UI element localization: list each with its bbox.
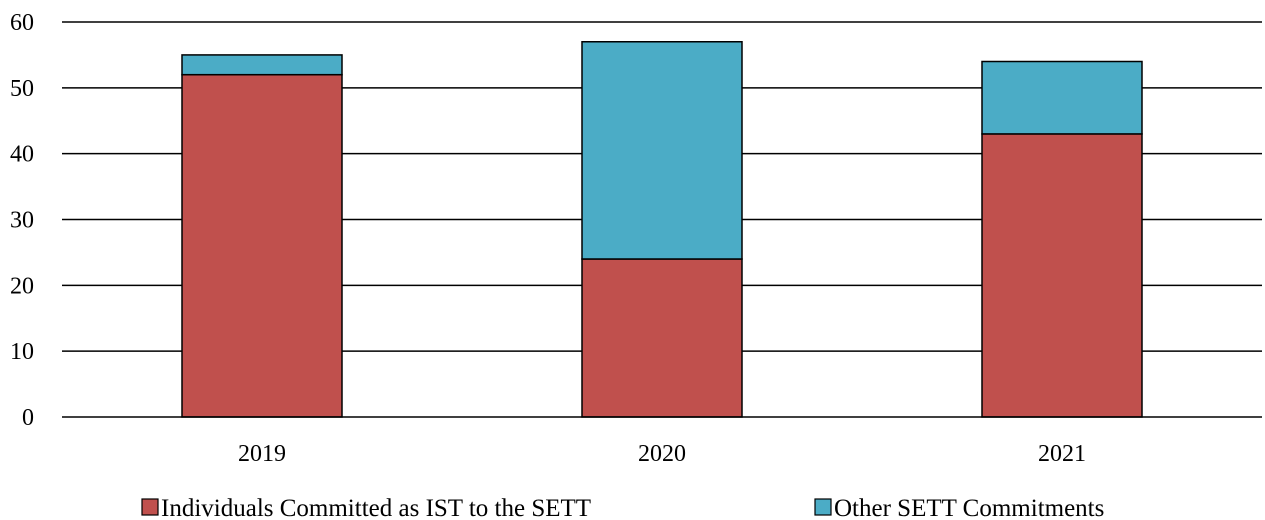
bar-segment-ist-2020 [581, 258, 743, 418]
y-tick-label: 30 [10, 208, 34, 234]
y-tick-label: 10 [10, 339, 34, 365]
y-tick-label: 60 [10, 10, 34, 36]
x-tick-label: 2021 [1038, 441, 1086, 467]
bar-segment-other-2019 [181, 54, 343, 76]
x-axis-labels: 2019 2020 2021 [238, 441, 1086, 467]
legend: Individuals Committed as IST to the SETT… [141, 495, 1104, 520]
bars [181, 41, 1143, 418]
bar-segment-other-2020 [581, 41, 743, 260]
legend-label: Other SETT Commitments [834, 495, 1104, 520]
bar-segment-ist-2019 [181, 73, 343, 418]
x-tick-label: 2020 [638, 441, 686, 467]
legend-label: Individuals Committed as IST to the SETT [161, 495, 591, 520]
y-tick-label: 40 [10, 142, 34, 168]
bar-segment-other-2021 [981, 60, 1143, 135]
y-tick-label: 0 [22, 405, 34, 431]
y-tick-label: 20 [10, 273, 34, 299]
y-tick-label: 50 [10, 76, 34, 102]
legend-swatch [814, 498, 832, 516]
bar-segment-ist-2021 [981, 133, 1143, 418]
x-tick-label: 2019 [238, 441, 286, 467]
legend-swatch [141, 498, 159, 516]
y-axis-ticks: 0 10 20 30 40 50 60 [10, 10, 34, 431]
